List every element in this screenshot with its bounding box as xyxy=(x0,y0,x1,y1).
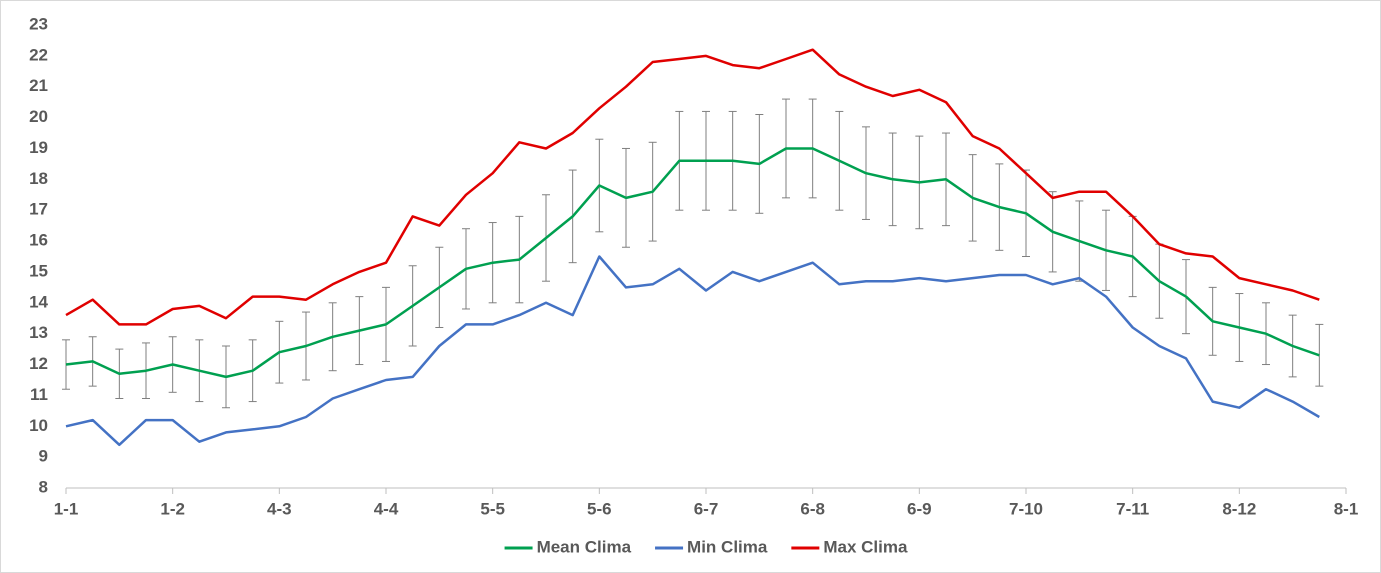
y-tick-label: 12 xyxy=(29,354,48,373)
x-tick-label: 5-5 xyxy=(480,499,505,518)
y-tick-label: 18 xyxy=(29,169,48,188)
y-tick-label: 22 xyxy=(29,45,48,64)
legend: Mean Clima Min Clima Max Clima xyxy=(504,537,908,556)
x-tick-label: 1-2 xyxy=(160,499,185,518)
x-tick-label: 7-10 xyxy=(1009,499,1043,518)
x-tick-label: 4-4 xyxy=(374,499,399,518)
x-tick-label: 6-8 xyxy=(800,499,825,518)
series-line xyxy=(65,147,1320,379)
legend-label: Mean Clima xyxy=(537,537,632,556)
y-tick-label: 9 xyxy=(39,447,48,466)
y-tick-label: 16 xyxy=(29,231,48,250)
y-tick-label: 10 xyxy=(29,416,48,435)
y-tick-label: 13 xyxy=(29,323,48,342)
y-tick-label: 15 xyxy=(29,261,48,280)
series-line xyxy=(65,255,1320,447)
x-tick-label: 6-9 xyxy=(907,499,932,518)
x-tick-label: 8-1 xyxy=(1334,499,1359,518)
x-tick-label: 4-3 xyxy=(267,499,292,518)
x-tick-label: 5-6 xyxy=(587,499,612,518)
y-tick-label: 8 xyxy=(39,477,48,496)
legend-label: Min Clima xyxy=(687,537,768,556)
y-tick-label: 21 xyxy=(29,76,48,95)
error-bar xyxy=(62,339,70,390)
y-tick-label: 23 xyxy=(29,14,48,33)
x-tick-label: 8-12 xyxy=(1222,499,1256,518)
y-tick-label: 11 xyxy=(30,385,48,404)
y-tick-label: 20 xyxy=(29,107,48,126)
y-tick-label: 19 xyxy=(29,138,48,157)
error-bar xyxy=(1315,323,1324,387)
x-tick-label: 7-11 xyxy=(1116,499,1149,518)
y-tick-label: 14 xyxy=(29,292,48,311)
x-tick-label: 1-1 xyxy=(54,499,79,518)
series-line xyxy=(65,48,1320,326)
y-tick-label: 17 xyxy=(29,200,48,219)
x-tick-label: 6-7 xyxy=(694,499,719,518)
legend-label: Max Clima xyxy=(823,537,908,556)
